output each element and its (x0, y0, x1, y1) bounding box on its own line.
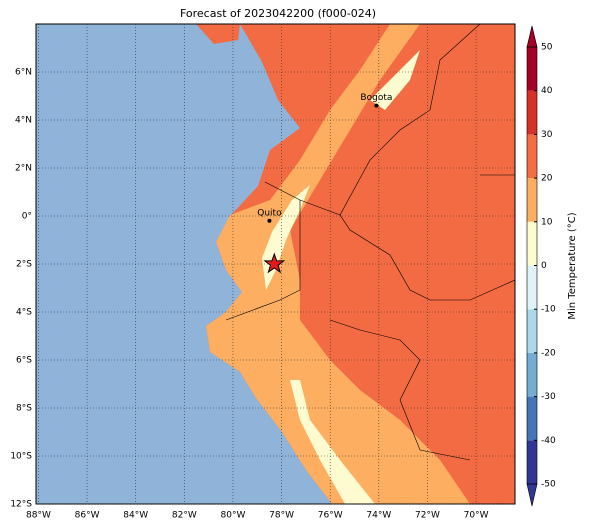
colorbar-band (527, 90, 537, 135)
colorbar-extend (526, 25, 538, 48)
y-tick-label: 2°S (16, 260, 32, 270)
city-label: Bogota (360, 93, 392, 103)
map-title: Forecast of 2023042200 (f000-024) (180, 7, 376, 20)
y-tick-label: 8°S (16, 404, 32, 414)
colorbar-band (527, 178, 537, 222)
colorbar-label: Min Temperature (°C) (567, 212, 578, 319)
land-mild (262, 50, 420, 504)
y-tick-label: 2°N (15, 164, 32, 174)
colorbar-tick-label: 40 (541, 86, 553, 96)
colorbar-tick-label: 0 (541, 261, 547, 271)
colorbar-tick-label: 50 (541, 43, 553, 53)
y-tick-label: 10°S (10, 452, 32, 462)
colorbar-tick-label: -30 (541, 392, 556, 402)
colorbar-tick-label: -40 (541, 436, 556, 446)
x-tick-label: 72°W (415, 511, 440, 521)
x-tick-label: 74°W (366, 511, 391, 521)
x-tick-label: 78°W (269, 511, 294, 521)
colorbar-extend (526, 483, 538, 507)
x-tick-label: 82°W (172, 511, 197, 521)
colorbar-tick-label: 20 (541, 174, 553, 184)
x-tick-label: 88°W (26, 511, 51, 521)
location-star (263, 252, 286, 274)
colorbar-band (527, 309, 537, 353)
city-dot (267, 218, 272, 223)
colorbar-tick-label: -10 (541, 305, 556, 315)
land-warm (206, 24, 470, 504)
x-tick-label: 84°W (123, 511, 148, 521)
y-tick-label: 12°S (10, 500, 32, 510)
colorbar-band (527, 352, 537, 397)
y-tick-label: 0° (22, 212, 32, 222)
colorbar-band (527, 440, 537, 484)
y-tick-label: 4°S (16, 308, 32, 318)
city-dot (374, 103, 379, 108)
colorbar-tick-label: -20 (541, 348, 556, 358)
colorbar-tick-label: 30 (541, 130, 553, 140)
x-tick-label: 80°W (221, 511, 246, 521)
colorbar-band (527, 47, 537, 91)
y-tick-label: 4°N (15, 116, 32, 126)
colorbar-band (527, 265, 537, 310)
y-tick-label: 6°S (16, 356, 32, 366)
colorbar-band (527, 396, 537, 441)
colorbar-band (527, 134, 537, 179)
x-tick-label: 76°W (318, 511, 343, 521)
y-tick-label: 6°N (15, 68, 32, 78)
x-tick-label: 86°W (75, 511, 100, 521)
land (196, 24, 240, 44)
colorbar-tick-label: 10 (541, 217, 553, 227)
x-tick-label: 70°W (464, 511, 489, 521)
colorbar-tick-label: -50 (541, 480, 556, 490)
colorbar-band (527, 221, 537, 266)
city-label: Quito (257, 208, 282, 218)
